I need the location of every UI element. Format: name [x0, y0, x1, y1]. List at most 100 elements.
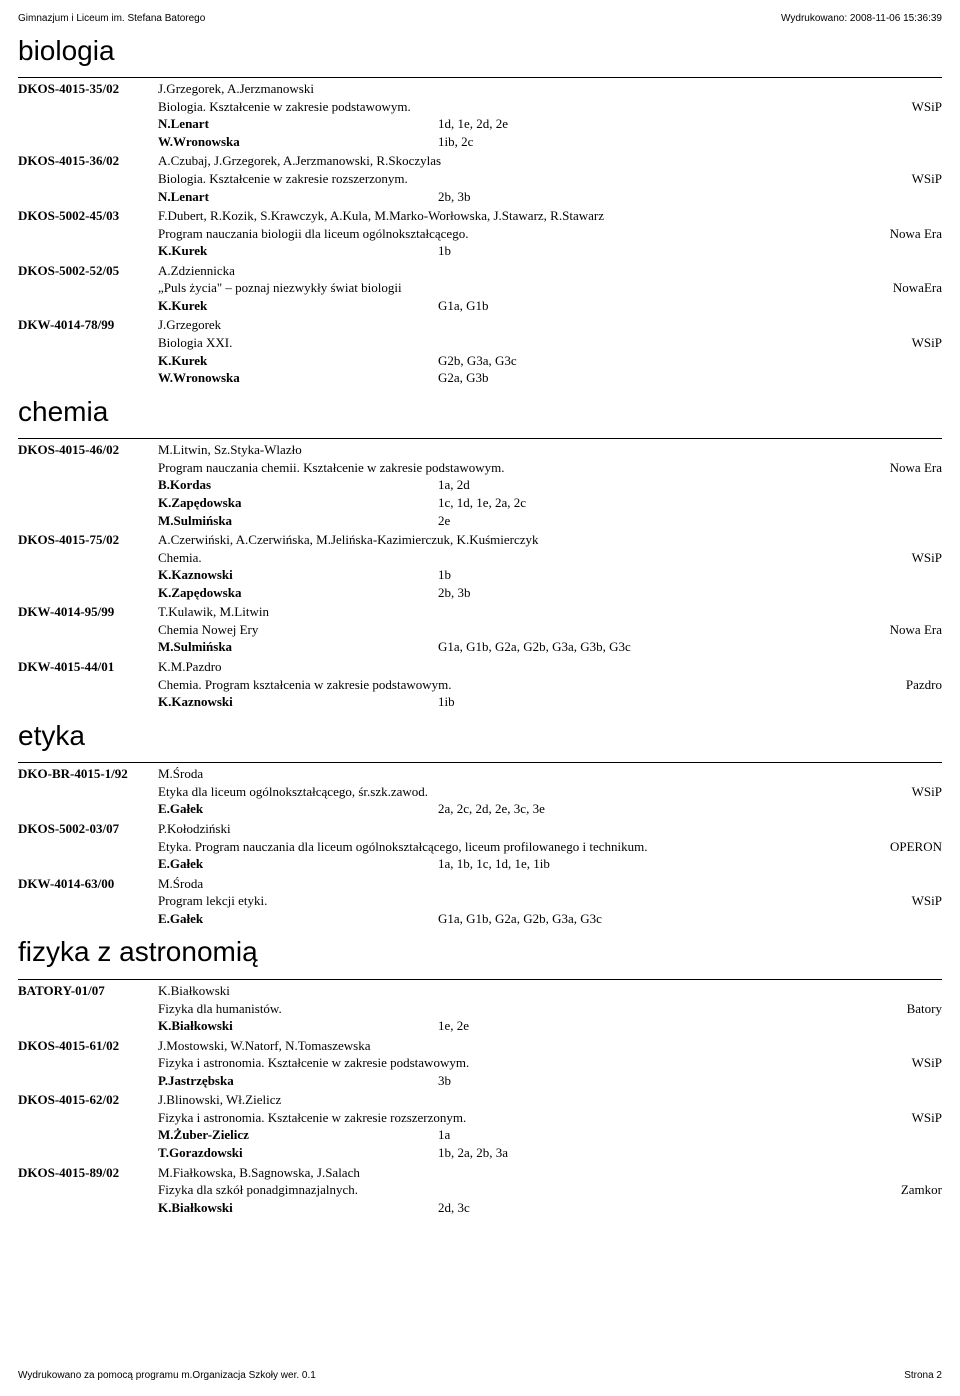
divider [18, 77, 942, 78]
entry-authors: A.Zdziennicka [158, 262, 942, 280]
teacher-groups: 2d, 3c [438, 1199, 470, 1217]
entry-code: DKW-4014-95/99 [18, 603, 158, 656]
entry: DKOS-4015-46/02M.Litwin, Sz.Styka-Wlazło… [18, 441, 942, 529]
teacher-name: K.Białkowski [158, 1199, 438, 1217]
teacher-name: K.Białkowski [158, 1017, 438, 1035]
entry-authors: K.Białkowski [158, 982, 942, 1000]
entry-code: DKOS-4015-36/02 [18, 152, 158, 205]
entry-body: J.Mostowski, W.Natorf, N.TomaszewskaFizy… [158, 1037, 942, 1090]
entry-body: F.Dubert, R.Kozik, S.Krawczyk, A.Kula, M… [158, 207, 942, 260]
entry-title-row: Fizyka i astronomia. Kształcenie w zakre… [158, 1109, 942, 1127]
entry-title: Chemia. [158, 549, 902, 567]
entry-title: Fizyka i astronomia. Kształcenie w zakre… [158, 1054, 902, 1072]
entry-title-row: Etyka dla liceum ogólnokształcącego, śr.… [158, 783, 942, 801]
teacher-name: W.Wronowska [158, 133, 438, 151]
entry-title: Program lekcji etyki. [158, 892, 902, 910]
entry-title: Biologia XXI. [158, 334, 902, 352]
entry-authors: M.Środa [158, 875, 942, 893]
teacher-name: M.Żuber-Zielicz [158, 1126, 438, 1144]
entry-authors: A.Czubaj, J.Grzegorek, A.Jerzmanowski, R… [158, 152, 942, 170]
entry-title: Fizyka dla humanistów. [158, 1000, 897, 1018]
teacher-name: P.Jastrzębska [158, 1072, 438, 1090]
teacher-row: P.Jastrzębska3b [158, 1072, 942, 1090]
entry-title-row: Biologia XXI.WSiP [158, 334, 942, 352]
entry: DKOS-4015-62/02J.Blinowski, Wł.ZieliczFi… [18, 1091, 942, 1161]
teacher-row: K.KurekG1a, G1b [158, 297, 942, 315]
entry-title-row: Chemia Nowej EryNowa Era [158, 621, 942, 639]
footer-left: Wydrukowano za pomocą programu m.Organiz… [18, 1369, 316, 1383]
footer-right: Strona 2 [904, 1369, 942, 1383]
teacher-groups: G2b, G3a, G3c [438, 352, 517, 370]
entry-title: Fizyka dla szkół ponadgimnazjalnych. [158, 1181, 891, 1199]
entry-title-row: Fizyka dla humanistów.Batory [158, 1000, 942, 1018]
entry-body: T.Kulawik, M.LitwinChemia Nowej EryNowa … [158, 603, 942, 656]
teacher-name: E.Gałek [158, 910, 438, 928]
entry-title-row: Chemia.WSiP [158, 549, 942, 567]
divider [18, 438, 942, 439]
entry-body: M.ŚrodaEtyka dla liceum ogólnokształcące… [158, 765, 942, 818]
subject-heading: chemia [18, 393, 942, 431]
document-body: biologiaDKOS-4015-35/02J.Grzegorek, A.Je… [18, 32, 942, 1217]
entry-title: „Puls życia" – poznaj niezwykły świat bi… [158, 279, 883, 297]
entry-title-row: Biologia. Kształcenie w zakresie rozszer… [158, 170, 942, 188]
entry-title: Biologia. Kształcenie w zakresie podstaw… [158, 98, 902, 116]
entry: DKOS-5002-45/03F.Dubert, R.Kozik, S.Kraw… [18, 207, 942, 260]
teacher-name: N.Lenart [158, 115, 438, 133]
entry-authors: T.Kulawik, M.Litwin [158, 603, 942, 621]
teacher-groups: 1ib [438, 693, 455, 711]
entry-body: J.Grzegorek, A.JerzmanowskiBiologia. Ksz… [158, 80, 942, 150]
subject-heading: biologia [18, 32, 942, 70]
entry-authors: M.Fiałkowska, B.Sagnowska, J.Salach [158, 1164, 942, 1182]
entry-body: A.Zdziennicka„Puls życia" – poznaj niezw… [158, 262, 942, 315]
entry-title: Etyka. Program nauczania dla liceum ogól… [158, 838, 880, 856]
entry-title-row: Etyka. Program nauczania dla liceum ogól… [158, 838, 942, 856]
entry-body: A.Czerwiński, A.Czerwińska, M.Jelińska-K… [158, 531, 942, 601]
subject-heading: fizyka z astronomią [18, 933, 942, 971]
entry-code: DKOS-5002-52/05 [18, 262, 158, 315]
teacher-groups: 2b, 3b [438, 584, 471, 602]
entry-title-row: Fizyka i astronomia. Kształcenie w zakre… [158, 1054, 942, 1072]
entry-body: K.BiałkowskiFizyka dla humanistów.Batory… [158, 982, 942, 1035]
entry: DKW-4015-44/01K.M.PazdroChemia. Program … [18, 658, 942, 711]
teacher-groups: 1a, 2d [438, 476, 470, 494]
entry-authors: K.M.Pazdro [158, 658, 942, 676]
entry-title-row: Program nauczania chemii. Kształcenie w … [158, 459, 942, 477]
teacher-groups: G1a, G1b, G2a, G2b, G3a, G3c [438, 910, 602, 928]
entry: DKW-4014-95/99T.Kulawik, M.LitwinChemia … [18, 603, 942, 656]
teacher-row: K.Kaznowski1b [158, 566, 942, 584]
entry-code: BATORY-01/07 [18, 982, 158, 1035]
teacher-groups: 2b, 3b [438, 188, 471, 206]
entry-authors: F.Dubert, R.Kozik, S.Krawczyk, A.Kula, M… [158, 207, 942, 225]
teacher-name: W.Wronowska [158, 369, 438, 387]
teacher-row: N.Lenart1d, 1e, 2d, 2e [158, 115, 942, 133]
teacher-groups: 1c, 1d, 1e, 2a, 2c [438, 494, 526, 512]
entry-publisher: WSiP [902, 170, 942, 188]
entry-publisher: OPERON [880, 838, 942, 856]
entry-body: M.ŚrodaProgram lekcji etyki.WSiPE.GałekG… [158, 875, 942, 928]
entry-code: DKOS-4015-75/02 [18, 531, 158, 601]
entry-authors: J.Blinowski, Wł.Zielicz [158, 1091, 942, 1109]
teacher-groups: 1a, 1b, 1c, 1d, 1e, 1ib [438, 855, 550, 873]
teacher-name: E.Gałek [158, 855, 438, 873]
entry-publisher: NowaEra [883, 279, 942, 297]
entry: BATORY-01/07K.BiałkowskiFizyka dla human… [18, 982, 942, 1035]
entry-title: Chemia Nowej Ery [158, 621, 880, 639]
teacher-groups: 1ib, 2c [438, 133, 473, 151]
entry-authors: M.Litwin, Sz.Styka-Wlazło [158, 441, 942, 459]
entry-publisher: Batory [897, 1000, 942, 1018]
entry-publisher: WSiP [902, 1054, 942, 1072]
divider [18, 762, 942, 763]
entry-publisher: Zamkor [891, 1181, 942, 1199]
entry: DKW-4014-63/00M.ŚrodaProgram lekcji etyk… [18, 875, 942, 928]
teacher-groups: 1b [438, 242, 451, 260]
entry-body: M.Fiałkowska, B.Sagnowska, J.SalachFizyk… [158, 1164, 942, 1217]
teacher-groups: 2e [438, 512, 450, 530]
teacher-name: K.Kurek [158, 297, 438, 315]
entry-code: DKO-BR-4015-1/92 [18, 765, 158, 818]
entry-title-row: Chemia. Program kształcenia w zakresie p… [158, 676, 942, 694]
entry-code: DKW-4014-63/00 [18, 875, 158, 928]
entry-body: A.Czubaj, J.Grzegorek, A.Jerzmanowski, R… [158, 152, 942, 205]
entry-publisher: WSiP [902, 334, 942, 352]
entry-body: J.Blinowski, Wł.ZieliczFizyka i astronom… [158, 1091, 942, 1161]
teacher-groups: G1a, G1b, G2a, G2b, G3a, G3b, G3c [438, 638, 631, 656]
